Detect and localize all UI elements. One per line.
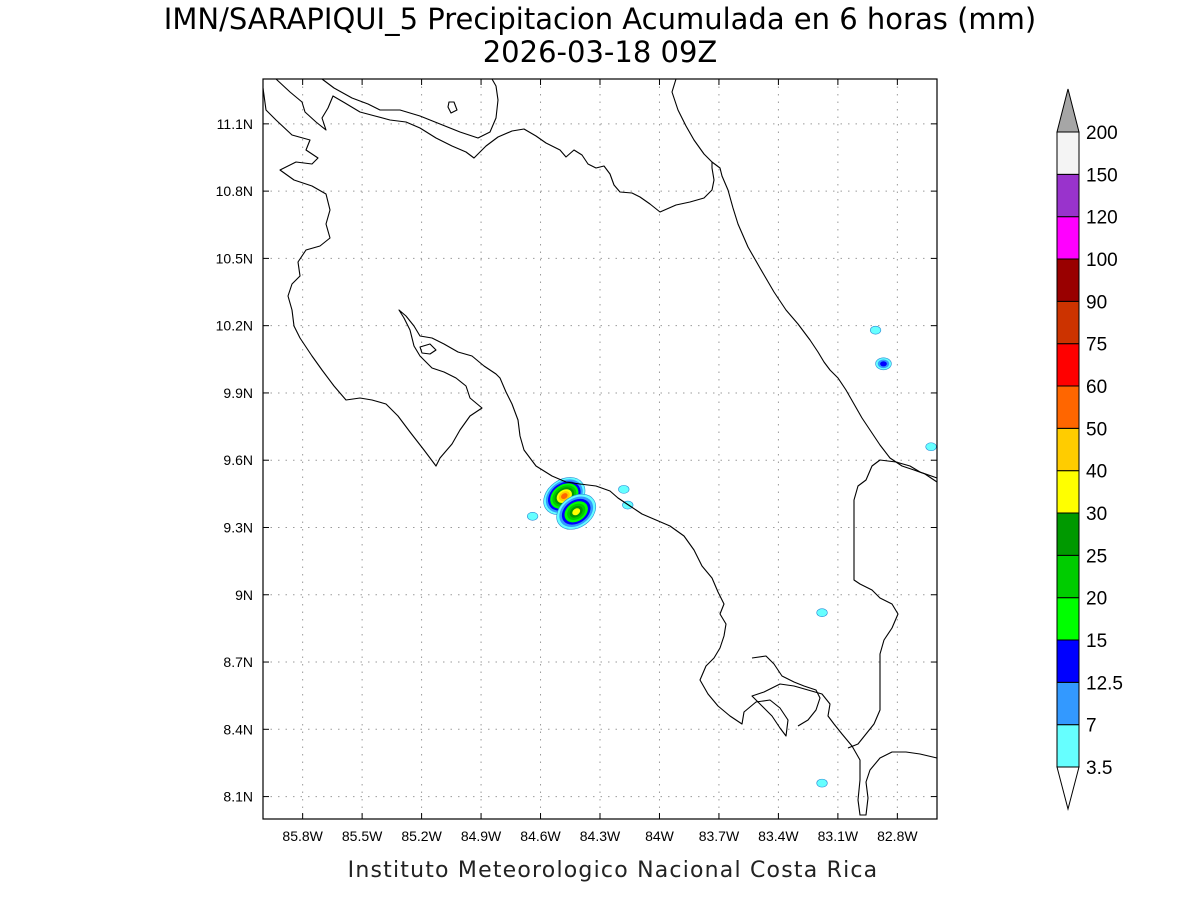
colorbar-label: 40 <box>1086 462 1107 483</box>
colorbar-over-arrow <box>1056 88 1080 133</box>
x-tick-label: 84.9W <box>461 828 502 844</box>
y-tick-label: 8.4N <box>223 721 253 737</box>
x-tick-label: 84.3W <box>580 828 621 844</box>
precip-cell <box>816 778 828 788</box>
colorbar-swatch <box>1056 681 1080 726</box>
precip-contour-band <box>561 493 568 500</box>
precipitation-field <box>526 325 937 788</box>
panama-border <box>847 459 938 749</box>
colorbar-label: 3.5 <box>1086 758 1112 779</box>
san-juan-river-coast <box>671 78 713 163</box>
map-panel: 85.8W 85.5W 85.2W 84.9W 84.6W 84.3W 84W 83.7W 83… <box>216 78 938 844</box>
colorbar-label: 25 <box>1086 546 1107 567</box>
x-tick-label: 84.6W <box>520 828 561 844</box>
colorbar-swatch <box>1056 724 1080 768</box>
colorbar-swatch <box>1056 173 1080 218</box>
colorbar-swatch <box>1056 385 1080 429</box>
colorbar-legend: 3.5 7 12.5 15 20 25 30 40 50 60 75 90 100 120 150 200 <box>1056 88 1123 811</box>
colorbar-label: 50 <box>1086 419 1107 440</box>
precip-cell <box>875 357 892 371</box>
precip-contour-band <box>816 608 828 617</box>
precip-cell <box>526 511 539 521</box>
map-title: IMN/SARAPIQUI_5 Precipitacion Acumulada … <box>164 2 1036 36</box>
colorbar-label: 20 <box>1086 589 1107 610</box>
x-tick-label: 83.4W <box>758 828 799 844</box>
precip-cell <box>816 608 828 617</box>
y-tick-label: 10.8N <box>216 183 253 199</box>
y-tick-label: 11.1N <box>217 116 253 132</box>
x-tick-label: 82.8W <box>877 828 918 844</box>
colorbar-swatch <box>1056 427 1080 472</box>
footer-institution: Instituto Meteorologico Nacional Costa R… <box>348 858 879 883</box>
y-tick-label: 9.6N <box>223 452 253 468</box>
nicaragua-north-coast <box>321 78 499 139</box>
lake-island <box>447 101 458 114</box>
precip-contour-band <box>526 511 539 521</box>
precip-cell <box>925 442 937 452</box>
colorbar-label: 75 <box>1086 335 1107 356</box>
colorbar-swatch <box>1056 512 1080 556</box>
nicoya-island <box>419 343 437 355</box>
precip-cell <box>869 325 882 335</box>
precip-contour-band <box>618 485 630 494</box>
y-tick-label: 10.2N <box>216 318 253 334</box>
coastlines <box>262 78 938 816</box>
y-tick-label: 8.7N <box>223 654 253 670</box>
x-tick-label: 85.5W <box>342 828 383 844</box>
y-tick-label: 10.5N <box>216 250 253 266</box>
y-tick-label: 9.3N <box>223 519 253 535</box>
colorbar-label: 30 <box>1086 504 1107 525</box>
map-subtitle-datetime: 2026-03-18 09Z <box>483 35 718 69</box>
x-tick-label: 83.1W <box>818 828 859 844</box>
colorbar-swatch <box>1056 300 1080 345</box>
colorbar-label: 120 <box>1086 208 1118 229</box>
colorbar-label: 12.5 <box>1086 673 1123 694</box>
colorbar-swatch <box>1056 470 1080 514</box>
colorbar-swatch <box>1056 554 1080 599</box>
colorbar-label: 100 <box>1086 250 1118 271</box>
map-background <box>263 79 937 819</box>
axis-tick-labels: 85.8W 85.5W 85.2W 84.9W 84.6W 84.3W 84W 83.7W 83… <box>216 79 937 844</box>
golfo-dulce-coast <box>751 655 821 727</box>
colorbar-swatch <box>1056 131 1080 175</box>
precip-contour-band <box>880 361 887 367</box>
y-tick-label: 9.9N <box>223 385 253 401</box>
colorbar-swatch <box>1056 258 1080 302</box>
precip-contour-band <box>925 442 937 452</box>
precip-contour-band <box>869 325 882 335</box>
colorbar-label: 90 <box>1086 292 1107 313</box>
colorbar-label: 200 <box>1086 123 1118 144</box>
x-tick-label: 85.8W <box>282 828 323 844</box>
precip-contour-band <box>572 508 581 516</box>
colorbar-label: 15 <box>1086 631 1107 652</box>
precip-contour-band <box>816 778 828 788</box>
x-tick-label: 85.2W <box>401 828 442 844</box>
y-tick-label: 8.1N <box>223 789 253 805</box>
pacific-coastline <box>262 87 938 816</box>
colorbar-swatch <box>1056 216 1080 260</box>
precip-cell <box>556 493 597 530</box>
colorbar-under-arrow <box>1056 766 1080 811</box>
y-tick-label: 9N <box>235 587 253 603</box>
caribbean-nicaragua-coastline <box>275 78 938 483</box>
x-tick-label: 84W <box>645 828 675 844</box>
colorbar-label: 7 <box>1086 716 1097 737</box>
colorbar-label: 150 <box>1086 165 1118 186</box>
colorbar-swatch <box>1056 639 1080 683</box>
colorbar-swatch <box>1056 343 1080 387</box>
x-tick-label: 83.7W <box>699 828 740 844</box>
colorbar-label: 60 <box>1086 377 1107 398</box>
precip-cell <box>618 485 630 494</box>
colorbar-swatch <box>1056 597 1080 641</box>
